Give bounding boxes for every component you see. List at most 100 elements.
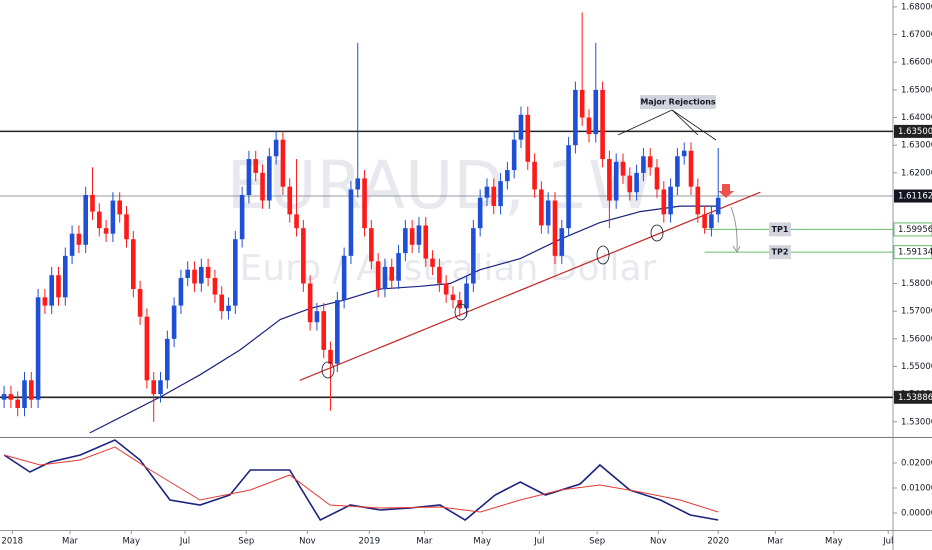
candle-body (559, 228, 565, 256)
candle-body (273, 139, 279, 157)
x-tick-label: 2018 (1, 537, 23, 547)
candle-body (471, 228, 476, 284)
y-tick-label: 1.57000 (901, 307, 932, 317)
circle-marker (321, 361, 335, 379)
candle-body (35, 297, 41, 400)
candle-body (56, 275, 61, 298)
candle-body (96, 211, 102, 229)
candle-body (15, 399, 20, 408)
y-tick-label: 1.62000 (901, 168, 932, 178)
y-tick-label: 1.64000 (901, 113, 932, 123)
x-tick-label: Jul (179, 537, 190, 547)
x-tick-label: Nov (650, 537, 667, 547)
candle-body (199, 266, 204, 284)
candle-body (539, 189, 544, 226)
candle-body (314, 311, 320, 323)
x-tick-label: Mar (767, 537, 784, 547)
candle-body (430, 258, 435, 267)
y-tick-label: 1.66000 (901, 58, 932, 68)
candle-body (437, 266, 442, 284)
candle-body (505, 170, 510, 182)
y-tick-label: 1.67000 (901, 30, 932, 40)
candle-body (416, 225, 422, 245)
candle-body (641, 156, 646, 173)
candle-body (185, 269, 191, 278)
candle-body (205, 266, 211, 278)
candle-body (260, 172, 265, 201)
candle-body (382, 266, 388, 290)
candle-body (668, 186, 673, 215)
overlay-line (299, 191, 761, 381)
candle-body (233, 239, 238, 306)
candle-body (409, 228, 415, 245)
candle-body (545, 200, 551, 226)
candle-body (321, 311, 327, 350)
candle-body (341, 255, 347, 301)
y-tick-label: 0.00000 (901, 509, 932, 519)
watermark-group: EURAUD, 1W Euro / Australian Dollar (227, 147, 657, 289)
candle-body (137, 289, 143, 317)
candle-body (525, 114, 531, 162)
candle-body (396, 253, 401, 281)
candle-body (369, 228, 374, 262)
candle-body (552, 200, 558, 256)
candle-body (389, 266, 395, 281)
oscillator-pane (3, 439, 719, 522)
candle-body (158, 380, 163, 395)
level-label-box (894, 189, 932, 203)
candle-body (715, 197, 721, 215)
target-arrow (730, 206, 738, 251)
candle-body (42, 297, 48, 306)
candle-body (423, 225, 429, 259)
candle-body (464, 283, 469, 309)
candle-body (477, 197, 483, 229)
annotation-box (640, 95, 716, 109)
candle-body (287, 186, 293, 215)
candle-body (491, 186, 497, 207)
drawings (321, 109, 741, 379)
circle-marker (596, 245, 610, 265)
candle-body (443, 283, 449, 295)
rejection-line (671, 109, 717, 141)
x-tick-label: May (122, 537, 140, 547)
candle-body (144, 316, 150, 381)
candle-body (607, 159, 612, 201)
candle-body (90, 194, 95, 212)
x-tick-label: May (473, 537, 491, 547)
overlay-line (89, 205, 719, 434)
candle-body (647, 156, 653, 168)
y-tick-label: 1.53000 (901, 417, 932, 427)
candle-body (110, 200, 116, 234)
level-label: 1.53886 (898, 393, 932, 403)
candle-body (69, 233, 75, 256)
candle-body (192, 269, 197, 284)
candle-body (131, 239, 136, 290)
annotation-label: TP1 (772, 225, 789, 234)
annotation-box (769, 245, 791, 260)
candle-body (695, 186, 701, 215)
candle-body (613, 161, 619, 201)
x-tick-label: 2020 (707, 537, 729, 547)
oscillator-line (3, 446, 719, 513)
x-tick-label: Jul (533, 537, 544, 547)
candle-body (702, 214, 707, 229)
candle-body (335, 300, 340, 364)
level-label-box (894, 390, 932, 404)
candle-body (627, 175, 633, 193)
candle-body (117, 200, 123, 215)
x-tick-label: Sep (589, 537, 605, 547)
x-tick-label: Nov (299, 537, 316, 547)
candle-body (22, 380, 27, 408)
x-tick-label: Sep (238, 537, 254, 547)
candle-body (280, 139, 286, 187)
y-tick-label: 1.63000 (901, 141, 932, 151)
candle-body (328, 349, 333, 364)
candle-body (654, 167, 660, 190)
down-arrow (718, 184, 734, 198)
candle-body (307, 283, 313, 323)
candle-body (151, 380, 157, 395)
candle-body (586, 117, 592, 135)
